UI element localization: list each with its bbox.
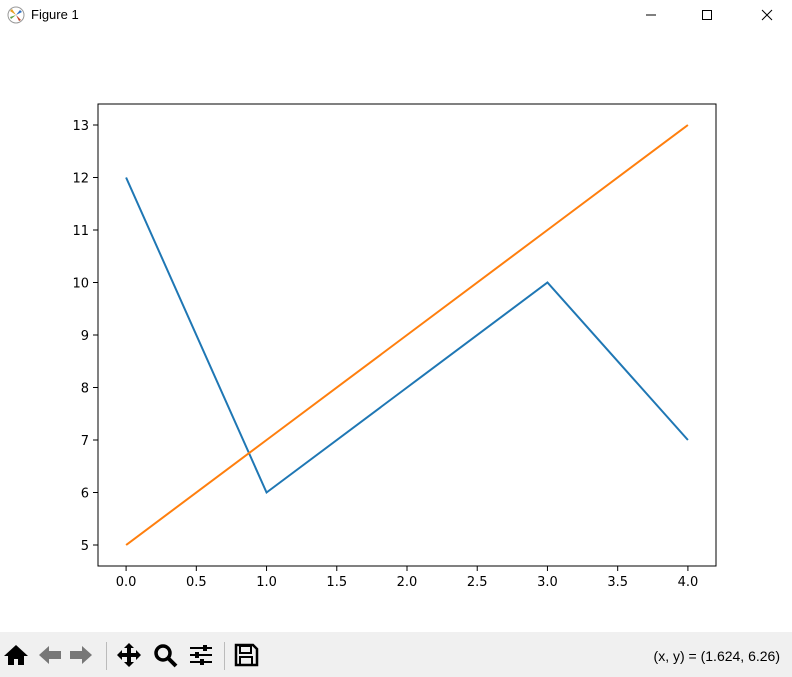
minimize-icon — [646, 14, 656, 16]
y-tick-label: 8 — [81, 382, 89, 397]
navigation-toolbar: (x, y) = (1.624, 6.26) — [0, 632, 792, 677]
x-tick-label: 1.5 — [326, 575, 347, 590]
forward-icon[interactable] — [68, 642, 94, 668]
home-icon[interactable] — [3, 642, 29, 668]
series-line-1 — [125, 124, 689, 546]
x-tick-label: 3.0 — [537, 575, 558, 590]
window-title: Figure 1 — [31, 7, 79, 22]
configure-subplots-icon[interactable] — [188, 642, 214, 668]
y-tick-label: 11 — [72, 224, 89, 239]
title-bar: Figure 1 — [0, 0, 792, 30]
x-tick-label: 0.0 — [116, 575, 137, 590]
pan-icon[interactable] — [116, 642, 142, 668]
y-tick-label: 5 — [81, 539, 89, 554]
figure-canvas[interactable]: 0.0 0.5 1.0 1.5 2.0 2.5 3.0 3.5 4.0 5 6 7 8 9 10 11 12 13 — [0, 30, 792, 632]
back-icon[interactable] — [37, 642, 63, 668]
y-tick-label: 12 — [72, 172, 89, 187]
x-tick-label: 0.5 — [186, 575, 207, 590]
y-tick-label: 7 — [81, 434, 89, 449]
matplotlib-logo-icon — [7, 6, 25, 24]
x-tick-label: 3.5 — [607, 575, 628, 590]
y-tick-label: 13 — [72, 119, 89, 134]
zoom-icon[interactable] — [152, 642, 178, 668]
y-tick-label: 6 — [81, 487, 89, 502]
cursor-coordinates: (x, y) = (1.624, 6.26) — [653, 648, 780, 664]
x-tick-label: 1.0 — [256, 575, 277, 590]
maximize-button[interactable] — [684, 0, 730, 30]
toolbar-separator — [224, 642, 225, 670]
y-tick-label: 9 — [81, 329, 89, 344]
x-tick-label: 2.0 — [397, 575, 418, 590]
close-icon — [761, 9, 773, 21]
maximize-icon — [702, 10, 712, 20]
x-tick-label: 2.5 — [467, 575, 488, 590]
x-tick-label: 4.0 — [678, 575, 699, 590]
toolbar-separator — [106, 642, 107, 670]
minimize-button[interactable] — [628, 0, 674, 30]
series-line-0 — [125, 177, 689, 495]
close-button[interactable] — [744, 0, 790, 30]
save-icon[interactable] — [233, 642, 259, 668]
y-tick-label: 10 — [72, 277, 89, 292]
